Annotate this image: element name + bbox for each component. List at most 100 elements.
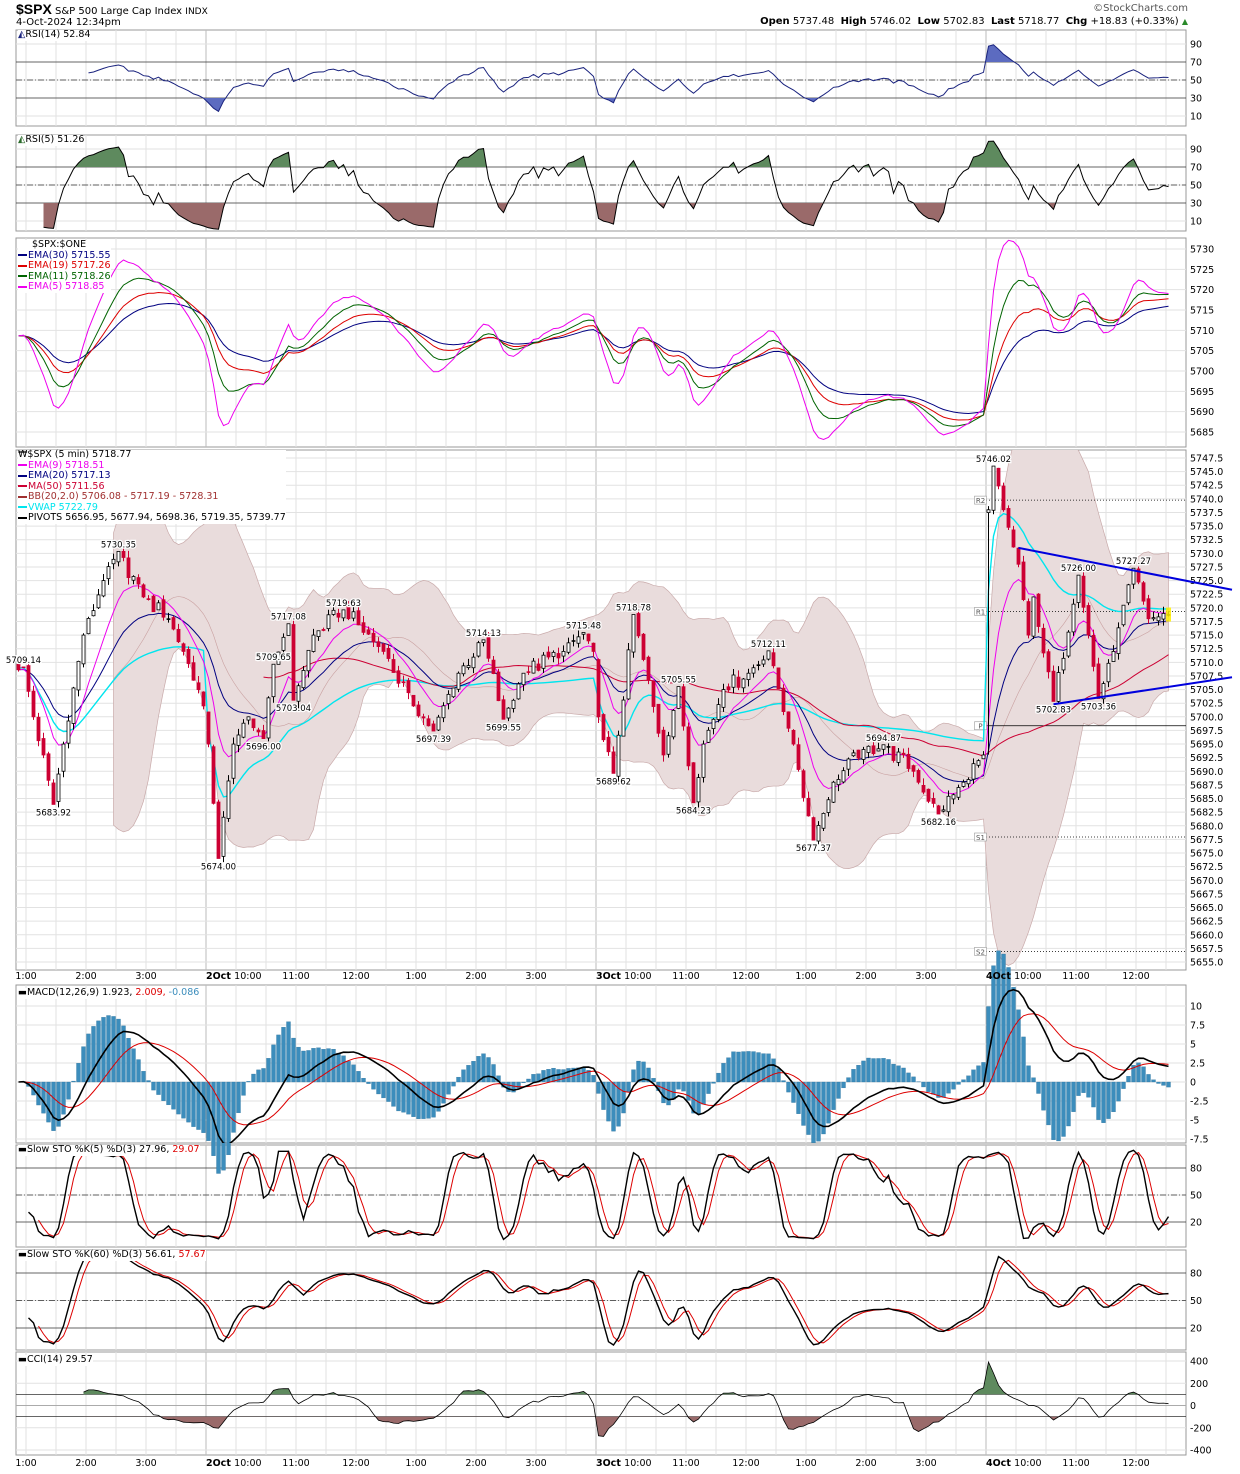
macd-histogram-bar (1061, 1081, 1066, 1137)
time-label: 10:00 (234, 1458, 261, 1469)
candle (551, 650, 556, 663)
candle (316, 630, 321, 641)
macd-value: 1.923, (102, 987, 133, 998)
candle-body (31, 690, 36, 718)
candle (956, 784, 961, 800)
candle-body (706, 729, 711, 743)
day-label: 3Oct (596, 1458, 624, 1469)
candle (571, 634, 576, 647)
price-annotation: 5703.36 (1081, 703, 1116, 713)
candle (196, 675, 201, 694)
macd-histogram-bar (126, 1038, 131, 1083)
candle (271, 663, 276, 703)
candle-body (266, 697, 271, 739)
candle-body (691, 762, 696, 804)
candle-body (701, 743, 706, 778)
x-tick-label: 2:00 (465, 1458, 486, 1469)
macd-histogram-bar (46, 1081, 51, 1123)
candle-body (1076, 574, 1081, 603)
x-tick-label: 3:00 (915, 1458, 936, 1469)
macd-histogram-bar (261, 1068, 266, 1083)
legend-item: BB(20,2.0) 5706.08 - 5717.19 - 5728.31 (18, 491, 286, 503)
candle (226, 775, 231, 822)
candle (456, 671, 461, 693)
legend-item: EMA(11) 5718.26 (18, 271, 111, 283)
price-annotation: 5689.62 (596, 777, 631, 787)
candle (146, 595, 151, 601)
candle-body (226, 780, 231, 819)
x-tick-label: 4Oct 10:00 (986, 1458, 1042, 1469)
candle (476, 640, 481, 658)
macd-histogram-bar (706, 1081, 711, 1094)
macd-histogram-bar (1066, 1081, 1071, 1127)
x-tick-label: 3Oct 10:00 (596, 971, 652, 982)
candle (86, 616, 91, 635)
candle (411, 694, 416, 707)
macd-histogram-bar (941, 1081, 946, 1098)
time-label: 10:00 (1014, 971, 1041, 982)
last-value: 5718.77 (1017, 16, 1060, 27)
macd-histogram-bar (76, 1063, 81, 1083)
macd-histogram-bar (161, 1081, 166, 1101)
candle (776, 667, 781, 690)
candle (1106, 659, 1111, 688)
indicator-icon: ◭ (18, 29, 26, 40)
candle-body (781, 687, 786, 712)
macd-histogram-bar (481, 1053, 486, 1083)
macd-histogram-bar (396, 1081, 401, 1112)
candle (871, 740, 876, 756)
candle (306, 649, 311, 678)
candle-body (1001, 485, 1006, 511)
macd-histogram-bar (181, 1081, 186, 1119)
candle (1161, 606, 1166, 626)
candle (676, 686, 681, 710)
macd-panel-frame (15, 984, 1187, 1144)
ema-panel-legend: $SPX:$ONE EMA(30) 5715.55 EMA(19) 5717.26… (18, 239, 111, 293)
macd-histogram-bar (661, 1081, 666, 1104)
candle (1016, 547, 1021, 568)
legend-label: VWAP 5722.79 (28, 501, 98, 513)
candle-body (531, 660, 536, 674)
macd-histogram-bar (631, 1069, 636, 1083)
macd-histogram-bar (911, 1076, 916, 1083)
macd-histogram-bar (1131, 1065, 1136, 1083)
candle (946, 790, 951, 817)
sto5-panel-frame (15, 1144, 1187, 1248)
price-annotation: 5683.92 (36, 808, 71, 818)
rsi14-y-tick-label: 90 (1190, 40, 1202, 51)
cci-panel-frame (15, 1351, 1187, 1456)
low-value: 5702.83 (943, 16, 985, 27)
candle-body (1086, 605, 1091, 636)
price-title: $SPX (5 min) 5718.77 (27, 449, 132, 460)
candle (396, 665, 401, 688)
x-tick-label: 11:00 (1062, 971, 1089, 982)
macd-histogram-bar (51, 1081, 56, 1131)
candlestick-icon: ₩ (18, 449, 28, 460)
candle (901, 748, 906, 758)
pivot-label: S1 (976, 834, 985, 842)
legend-swatch (18, 506, 27, 508)
price-annotation: 5709.14 (6, 656, 41, 666)
candle-body (91, 610, 96, 617)
candle-body (271, 663, 276, 698)
candle-body (791, 729, 796, 745)
candle (626, 642, 631, 700)
candle-body (616, 734, 621, 777)
macd-histogram-bar (931, 1081, 936, 1095)
candle-body (786, 711, 791, 729)
candle (326, 609, 331, 632)
candle (161, 595, 166, 621)
macd-signal-line (18, 1013, 1169, 1126)
candle (761, 655, 766, 667)
candle-body (216, 801, 221, 859)
x-tick-label: 12:00 (732, 971, 759, 982)
price-y-tick-label: 5707.5 (1190, 671, 1223, 682)
macd-histogram-bar (461, 1069, 466, 1083)
day-label: 4Oct (986, 971, 1014, 982)
candle (986, 506, 991, 755)
candle (1096, 657, 1101, 699)
sto5-y-tick-label: 50 (1190, 1191, 1202, 1202)
candle (1051, 665, 1056, 702)
macd-y-tick-label: 5 (1190, 1040, 1196, 1051)
candle (851, 749, 856, 757)
